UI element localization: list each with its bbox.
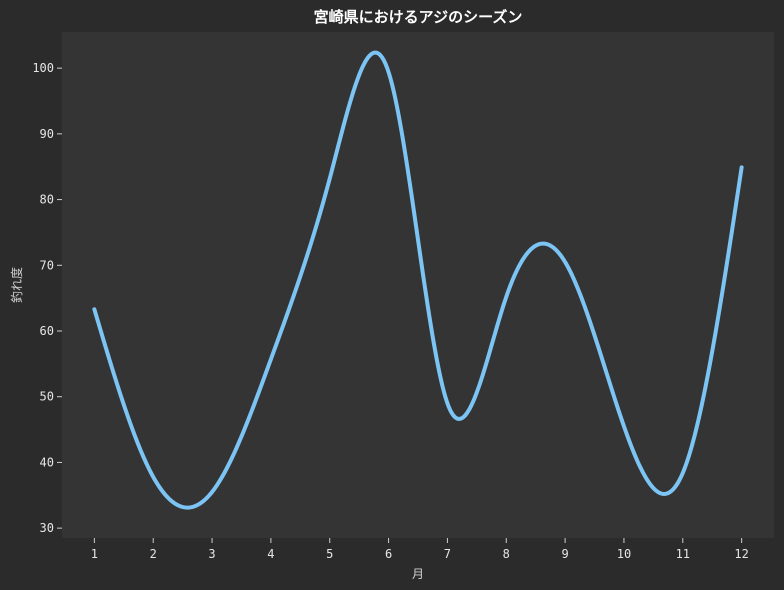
x-tick-label: 5 (326, 547, 333, 561)
series-line (92, 50, 744, 510)
x-tick-label: 1 (91, 547, 98, 561)
y-axis-label: 釣れ度 (9, 267, 24, 303)
x-tick-label: 2 (150, 547, 157, 561)
y-axis: 30 40 50 60 70 80 90 100 (32, 61, 62, 535)
plot-area (62, 32, 774, 538)
x-tick-label: 8 (503, 547, 510, 561)
chart-title: 宮崎県におけるアジのシーズン (314, 8, 523, 26)
x-tick-label: 12 (734, 547, 748, 561)
y-tick-label: 90 (40, 127, 54, 141)
x-tick-label: 3 (208, 547, 215, 561)
y-tick-label: 30 (40, 521, 54, 535)
y-tick-label: 80 (40, 193, 54, 207)
y-tick-label: 50 (40, 390, 54, 404)
x-tick-label: 10 (617, 547, 631, 561)
series-layer (92, 50, 744, 510)
x-tick-label: 11 (676, 547, 690, 561)
x-tick-label: 7 (444, 547, 451, 561)
x-axis-label: 月 (412, 567, 424, 581)
x-tick-label: 4 (267, 547, 274, 561)
x-tick-label: 6 (385, 547, 392, 561)
y-tick-label: 70 (40, 258, 54, 272)
y-tick-label: 60 (40, 324, 54, 338)
y-tick-label: 100 (32, 61, 54, 75)
x-tick-label: 9 (561, 547, 568, 561)
y-tick-label: 40 (40, 455, 54, 469)
x-axis: 1 2 3 4 5 6 7 8 9 10 11 12 (91, 538, 749, 561)
